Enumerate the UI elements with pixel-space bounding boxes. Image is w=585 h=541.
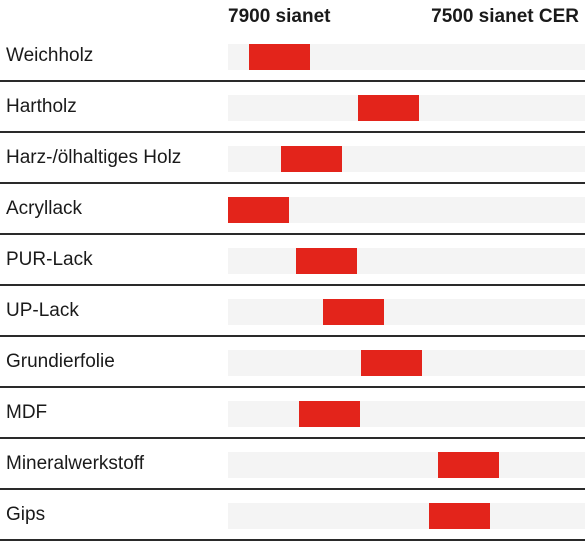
category-label: PUR-Lack: [6, 249, 93, 270]
category-label: Grundierfolie: [6, 351, 115, 372]
value-bar: [228, 197, 289, 223]
row-divider: [0, 182, 585, 184]
chart-row: Mineralwerkstoff: [0, 438, 585, 490]
row-divider: [0, 386, 585, 388]
chart-row: UP-Lack: [0, 285, 585, 337]
row-divider: [0, 488, 585, 490]
chart-row: Grundierfolie: [0, 336, 585, 388]
value-bar: [296, 248, 357, 274]
value-bar: [281, 146, 342, 172]
chart-row: Acryllack: [0, 183, 585, 235]
chart-row: Weichholz: [0, 30, 585, 82]
row-divider: [0, 80, 585, 82]
bar-track: [228, 146, 585, 172]
value-bar: [323, 299, 384, 325]
category-label: Harz-/ölhaltiges Holz: [6, 147, 182, 168]
row-divider: [0, 437, 585, 439]
category-label: Weichholz: [6, 45, 94, 66]
bar-track: [228, 350, 585, 376]
category-label: MDF: [6, 402, 48, 423]
row-divider: [0, 131, 585, 133]
chart-row: Hartholz: [0, 81, 585, 133]
bar-track: [228, 95, 585, 121]
row-divider: [0, 284, 585, 286]
chart-row: Gips: [0, 489, 585, 541]
bar-track: [228, 401, 585, 427]
category-label: Acryllack: [6, 198, 83, 219]
bar-track: [228, 197, 585, 223]
value-bar: [438, 452, 499, 478]
value-bar: [361, 350, 422, 376]
value-bar: [299, 401, 360, 427]
bar-track: [228, 44, 585, 70]
category-label: Gips: [6, 504, 46, 525]
value-bar: [249, 44, 310, 70]
comparison-chart: Weichholz Hartholz Harz-/ölhaltiges Holz Ac…: [0, 30, 585, 541]
bar-track: [228, 299, 585, 325]
row-divider: [0, 335, 585, 337]
bar-track: [228, 503, 585, 529]
bar-track: [228, 248, 585, 274]
chart-row: PUR-Lack: [0, 234, 585, 286]
bar-track: [228, 452, 585, 478]
category-label: Mineralwerkstoff: [6, 453, 144, 474]
chart-row: Harz-/ölhaltiges Holz: [0, 132, 585, 184]
column-header-7500-sianet-cer: 7500 sianet CER: [431, 6, 579, 27]
value-bar: [358, 95, 419, 121]
category-label: UP-Lack: [6, 300, 79, 321]
column-header-7900-sianet: 7900 sianet: [228, 6, 331, 27]
row-divider: [0, 233, 585, 235]
chart-row: MDF: [0, 387, 585, 439]
category-label: Hartholz: [6, 96, 77, 117]
value-bar: [429, 503, 490, 529]
